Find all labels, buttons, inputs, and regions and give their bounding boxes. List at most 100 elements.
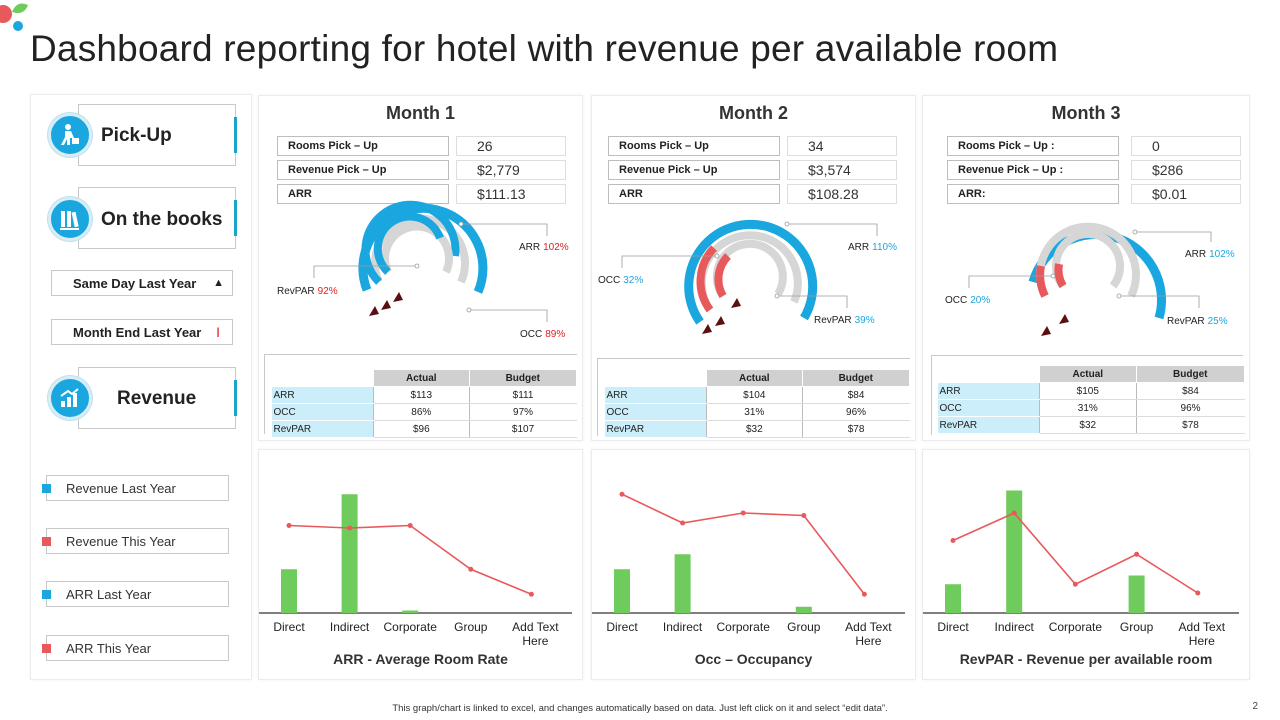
table-row: ARR $105 $84 xyxy=(937,382,1245,400)
line-point xyxy=(528,591,534,597)
table-row: OCC 31% 96% xyxy=(604,403,910,421)
gauge-pointers xyxy=(369,292,403,316)
x-tick-label: Indirect xyxy=(995,620,1035,634)
gauge-ring-inner-track xyxy=(1052,230,1124,289)
gauge-ring-outer xyxy=(684,219,818,325)
bar-indirect xyxy=(1006,490,1023,613)
table-row: RevPAR $32 $78 xyxy=(937,416,1245,434)
legend-swatch xyxy=(42,484,51,493)
gauge-ring-middle xyxy=(696,245,717,313)
legend-revenue-last-year: Revenue Last Year xyxy=(42,475,229,501)
line-point xyxy=(1011,510,1017,516)
x-tick-label: Indirect xyxy=(663,620,703,634)
gauge-label-revpar: RevPAR 92% xyxy=(277,286,338,297)
chart-title: ARR - Average Room Rate xyxy=(333,651,508,667)
filter-month-end-last-year[interactable]: Month End Last Year I xyxy=(51,319,233,345)
gauge-rings xyxy=(358,200,488,316)
table-row: RevPAR $96 $107 xyxy=(271,420,577,438)
revenue-section-card[interactable] xyxy=(78,367,237,429)
actual-header: Actual xyxy=(1039,365,1137,383)
line-point xyxy=(1134,551,1140,557)
arr-label: ARR xyxy=(608,184,780,204)
x-tick-label: Indirect xyxy=(330,620,370,634)
pickup-label: Pick-Up xyxy=(101,125,172,146)
table-bracket xyxy=(264,354,577,434)
gauge-leader-lines xyxy=(968,229,1212,308)
bar-group xyxy=(795,606,812,613)
line-point xyxy=(468,566,474,572)
x-tick-label: Corporate xyxy=(384,620,438,634)
legend-label: Revenue This Year xyxy=(66,533,176,549)
legend-label: ARR This Year xyxy=(66,640,152,656)
page-number: 2 xyxy=(1252,701,1258,712)
table-row: RevPAR $32 $78 xyxy=(604,420,910,438)
chart-title: RevPAR - Revenue per available room xyxy=(959,651,1213,667)
line-point xyxy=(619,491,625,497)
budget-header: Budget xyxy=(468,369,578,387)
x-tick-label: Corporate xyxy=(717,620,771,634)
arr-value: $108.28 xyxy=(787,184,897,204)
bar-corporate xyxy=(402,610,419,613)
month-3-table: Actual Budget ARR $105 $84 OCC 31% 96% RevPAR… xyxy=(937,365,1246,434)
actual-header: Actual xyxy=(373,369,470,387)
on-the-books-section-card[interactable] xyxy=(78,187,237,249)
bar-marker-icon: I xyxy=(216,324,220,340)
page-title: Dashboard reporting for hotel with reven… xyxy=(30,28,1059,69)
pickup-section-card[interactable] xyxy=(78,104,237,166)
rooms-pickup-value: 34 xyxy=(787,136,897,156)
rising-bar-chart-icon xyxy=(48,376,92,420)
x-tick-label: Direct xyxy=(937,620,969,634)
table-row: ARR $104 $84 xyxy=(604,386,910,404)
x-tick-label: Here xyxy=(522,634,548,648)
x-tick-label: Group xyxy=(787,620,821,634)
x-tick-label: Here xyxy=(855,634,881,648)
rooms-pickup-label: Rooms Pick – Up xyxy=(277,136,449,156)
legend-arr-last-year: ARR Last Year xyxy=(42,581,229,607)
gauge-label-revpar: RevPAR 39% xyxy=(814,315,875,326)
month-1-table: Actual Budget ARR $113 $111 OCC 86% 97% RevPA… xyxy=(271,369,578,438)
bar-indirect xyxy=(674,554,691,613)
chart-title: Occ – Occupancy xyxy=(694,651,813,667)
gauge-rings xyxy=(1028,222,1166,336)
gauge-ring-middle xyxy=(361,200,460,285)
bar-direct xyxy=(281,569,297,613)
filter-same-day-last-year[interactable]: Same Day Last Year ▲ xyxy=(51,270,233,296)
revenue-pickup-label: Revenue Pick – Up xyxy=(277,160,449,180)
budget-header: Budget xyxy=(801,369,911,387)
gauge-leader-lines xyxy=(313,221,548,322)
x-tick-label: Direct xyxy=(606,620,638,634)
arr-chart-panel: Direct Indirect Corporate Group Add Text Here… xyxy=(258,449,583,680)
legend-swatch xyxy=(42,644,51,653)
gauge-ring-inner xyxy=(714,253,731,299)
month-1-gauge xyxy=(313,200,548,322)
month-2-panel: Month 2 Rooms Pick – Up 34 Revenue Pick … xyxy=(591,95,916,441)
month-title: Month 1 xyxy=(386,103,455,123)
line-point xyxy=(286,523,292,528)
month-2-table: Actual Budget ARR $104 $84 OCC 31% 96% RevPAR… xyxy=(604,369,911,438)
month-2-gauge xyxy=(621,219,878,334)
arr-value: $111.13 xyxy=(456,184,566,204)
gauge-label-occ: OCC 20% xyxy=(945,295,991,306)
revenue-pickup-value: $286 xyxy=(1131,160,1241,180)
rooms-pickup-value: 0 xyxy=(1131,136,1241,156)
revenue-label: Revenue xyxy=(117,388,197,409)
gauge-pointers xyxy=(702,298,741,334)
line-point xyxy=(950,538,956,543)
line-series xyxy=(621,493,866,595)
legend-arr-this-year: ARR This Year xyxy=(42,635,229,661)
gauge-leader-lines xyxy=(621,221,878,308)
month-1-panel: Month 1 Rooms Pick – Up 26 Revenue Pick … xyxy=(258,95,583,441)
month-title: Month 3 xyxy=(1051,103,1121,123)
x-tick-label: Add Text xyxy=(1179,620,1226,634)
line-series xyxy=(288,524,532,595)
table-row: ARR $113 $111 xyxy=(271,386,577,404)
gauge-ring-inner-track xyxy=(381,222,453,274)
line-point xyxy=(1195,590,1201,596)
table-row: OCC 86% 97% xyxy=(271,403,577,421)
line-point xyxy=(861,591,867,597)
legend-swatch xyxy=(42,537,51,546)
actual-header: Actual xyxy=(706,369,803,387)
month-3-panel: Month 3 Rooms Pick – Up : 0 Revenue Pick… xyxy=(922,95,1250,441)
